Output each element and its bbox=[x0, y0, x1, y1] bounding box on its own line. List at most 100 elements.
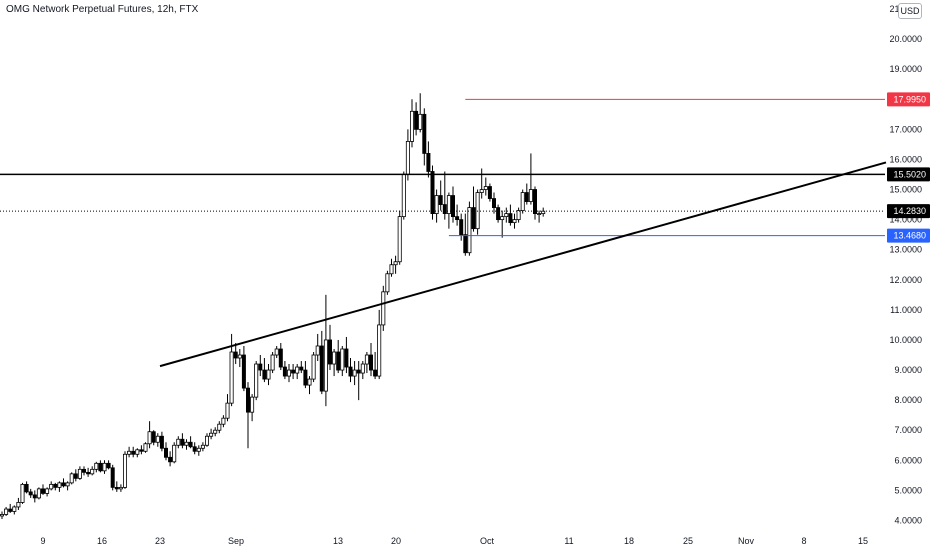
candle-up bbox=[0, 514, 4, 517]
candle-up bbox=[377, 324, 382, 377]
x-tick-label: 23 bbox=[155, 536, 165, 546]
candle-up bbox=[57, 482, 62, 488]
candle-down bbox=[86, 471, 91, 475]
candle-down bbox=[373, 369, 378, 377]
candle-up bbox=[20, 483, 25, 503]
candle-up bbox=[360, 363, 365, 374]
candle-up bbox=[364, 354, 369, 365]
candle-down bbox=[487, 186, 492, 199]
candle-down bbox=[139, 449, 144, 452]
candle-up bbox=[315, 345, 320, 356]
candle-down bbox=[28, 491, 33, 496]
candle-up bbox=[127, 450, 132, 455]
candle-down bbox=[336, 351, 341, 371]
candle-up bbox=[504, 213, 509, 218]
candle-down bbox=[245, 387, 250, 413]
support-price-label: 13.4680 bbox=[893, 231, 926, 241]
y-axis: 4.0000 5.0000 6.0000 7.0000 8.0000 9.0000 10.0… bbox=[889, 4, 922, 525]
candle-up bbox=[381, 291, 386, 326]
candle-up bbox=[213, 429, 218, 434]
resistance-mid-price-label: 15.5020 bbox=[893, 169, 926, 179]
candle-down bbox=[422, 113, 427, 154]
x-tick-label: 16 bbox=[97, 536, 107, 546]
candle-up bbox=[254, 363, 259, 398]
resistance-high-price-box bbox=[887, 92, 930, 107]
candle-up bbox=[393, 261, 398, 266]
candle-up bbox=[217, 423, 222, 431]
candle-up bbox=[520, 192, 525, 211]
currency-button[interactable]: USD bbox=[898, 3, 922, 19]
candle-up bbox=[516, 210, 521, 221]
candle-up bbox=[467, 207, 472, 254]
candle-down bbox=[291, 369, 296, 374]
candle-down bbox=[8, 508, 13, 512]
resistance-mid-price-box bbox=[887, 167, 930, 182]
candle-up bbox=[184, 441, 189, 446]
y-tick-label: 4.0000 bbox=[894, 515, 922, 525]
candle-down bbox=[159, 435, 164, 449]
candle-up bbox=[118, 486, 123, 490]
candle-up bbox=[16, 502, 21, 508]
x-tick-label: Sep bbox=[228, 536, 244, 546]
candle-up bbox=[332, 351, 337, 365]
candle-up bbox=[36, 488, 41, 499]
candle-up bbox=[311, 354, 316, 380]
y-tick-label: 13.0000 bbox=[889, 245, 922, 255]
candle-down bbox=[368, 354, 373, 371]
candle-down bbox=[348, 366, 353, 377]
candle-up bbox=[479, 189, 484, 193]
candle-down bbox=[455, 216, 460, 221]
candle-down bbox=[32, 494, 37, 499]
candle-up bbox=[295, 366, 300, 374]
candle-up bbox=[286, 369, 291, 377]
x-tick-label: Nov bbox=[738, 536, 755, 546]
x-tick-label: 18 bbox=[624, 536, 634, 546]
candle-down bbox=[327, 339, 332, 365]
y-tick-label: 9.0000 bbox=[894, 365, 922, 375]
candle-down bbox=[299, 366, 304, 371]
candle-down bbox=[524, 192, 529, 202]
candle-down bbox=[533, 189, 538, 215]
candle-down bbox=[131, 450, 136, 455]
candle-down bbox=[414, 110, 419, 130]
support-price-box bbox=[887, 228, 930, 243]
chart-title: OMG Network Perpetual Futures, 12h, FTX bbox=[6, 4, 199, 15]
current-price-price-box bbox=[887, 204, 930, 219]
candle-up bbox=[266, 369, 271, 380]
candle-down bbox=[24, 483, 29, 493]
candle-up bbox=[200, 444, 205, 449]
candle-down bbox=[151, 431, 156, 443]
candle-up bbox=[274, 348, 279, 356]
x-tick-label: Oct bbox=[480, 536, 495, 546]
candle-down bbox=[168, 456, 173, 463]
candle-down bbox=[110, 467, 115, 488]
candle-down bbox=[233, 351, 238, 359]
x-axis: 9 16 23 Sep 13 20 Oct 11 18 25 Nov 8 15 bbox=[40, 536, 868, 546]
y-tick-label: 12.0000 bbox=[889, 275, 922, 285]
price-labels: 17.9950 15.5020 14.2830 13.4680 bbox=[887, 92, 930, 243]
candle-up bbox=[135, 449, 140, 455]
candle-up bbox=[172, 444, 177, 463]
y-tick-label: 5.0000 bbox=[894, 485, 922, 495]
candle-down bbox=[463, 234, 468, 254]
candle-down bbox=[82, 468, 87, 473]
resistance-high-price-label: 17.9950 bbox=[893, 94, 926, 104]
candle-up bbox=[537, 213, 542, 216]
candle-up bbox=[94, 462, 99, 470]
candle-down bbox=[163, 447, 168, 458]
x-tick-label: 15 bbox=[858, 536, 868, 546]
candle-up bbox=[385, 273, 390, 293]
candles bbox=[0, 93, 546, 519]
candle-up bbox=[155, 435, 160, 443]
price-levels[interactable] bbox=[0, 98, 885, 237]
candle-down bbox=[114, 486, 119, 490]
candle-up bbox=[49, 483, 54, 490]
y-tick-label: 14.0000 bbox=[889, 215, 922, 225]
candle-up bbox=[307, 378, 312, 386]
candle-up bbox=[340, 348, 345, 371]
trendline[interactable] bbox=[159, 161, 887, 368]
candle-down bbox=[282, 366, 287, 377]
candle-up bbox=[102, 462, 107, 472]
candle-up bbox=[250, 396, 255, 413]
